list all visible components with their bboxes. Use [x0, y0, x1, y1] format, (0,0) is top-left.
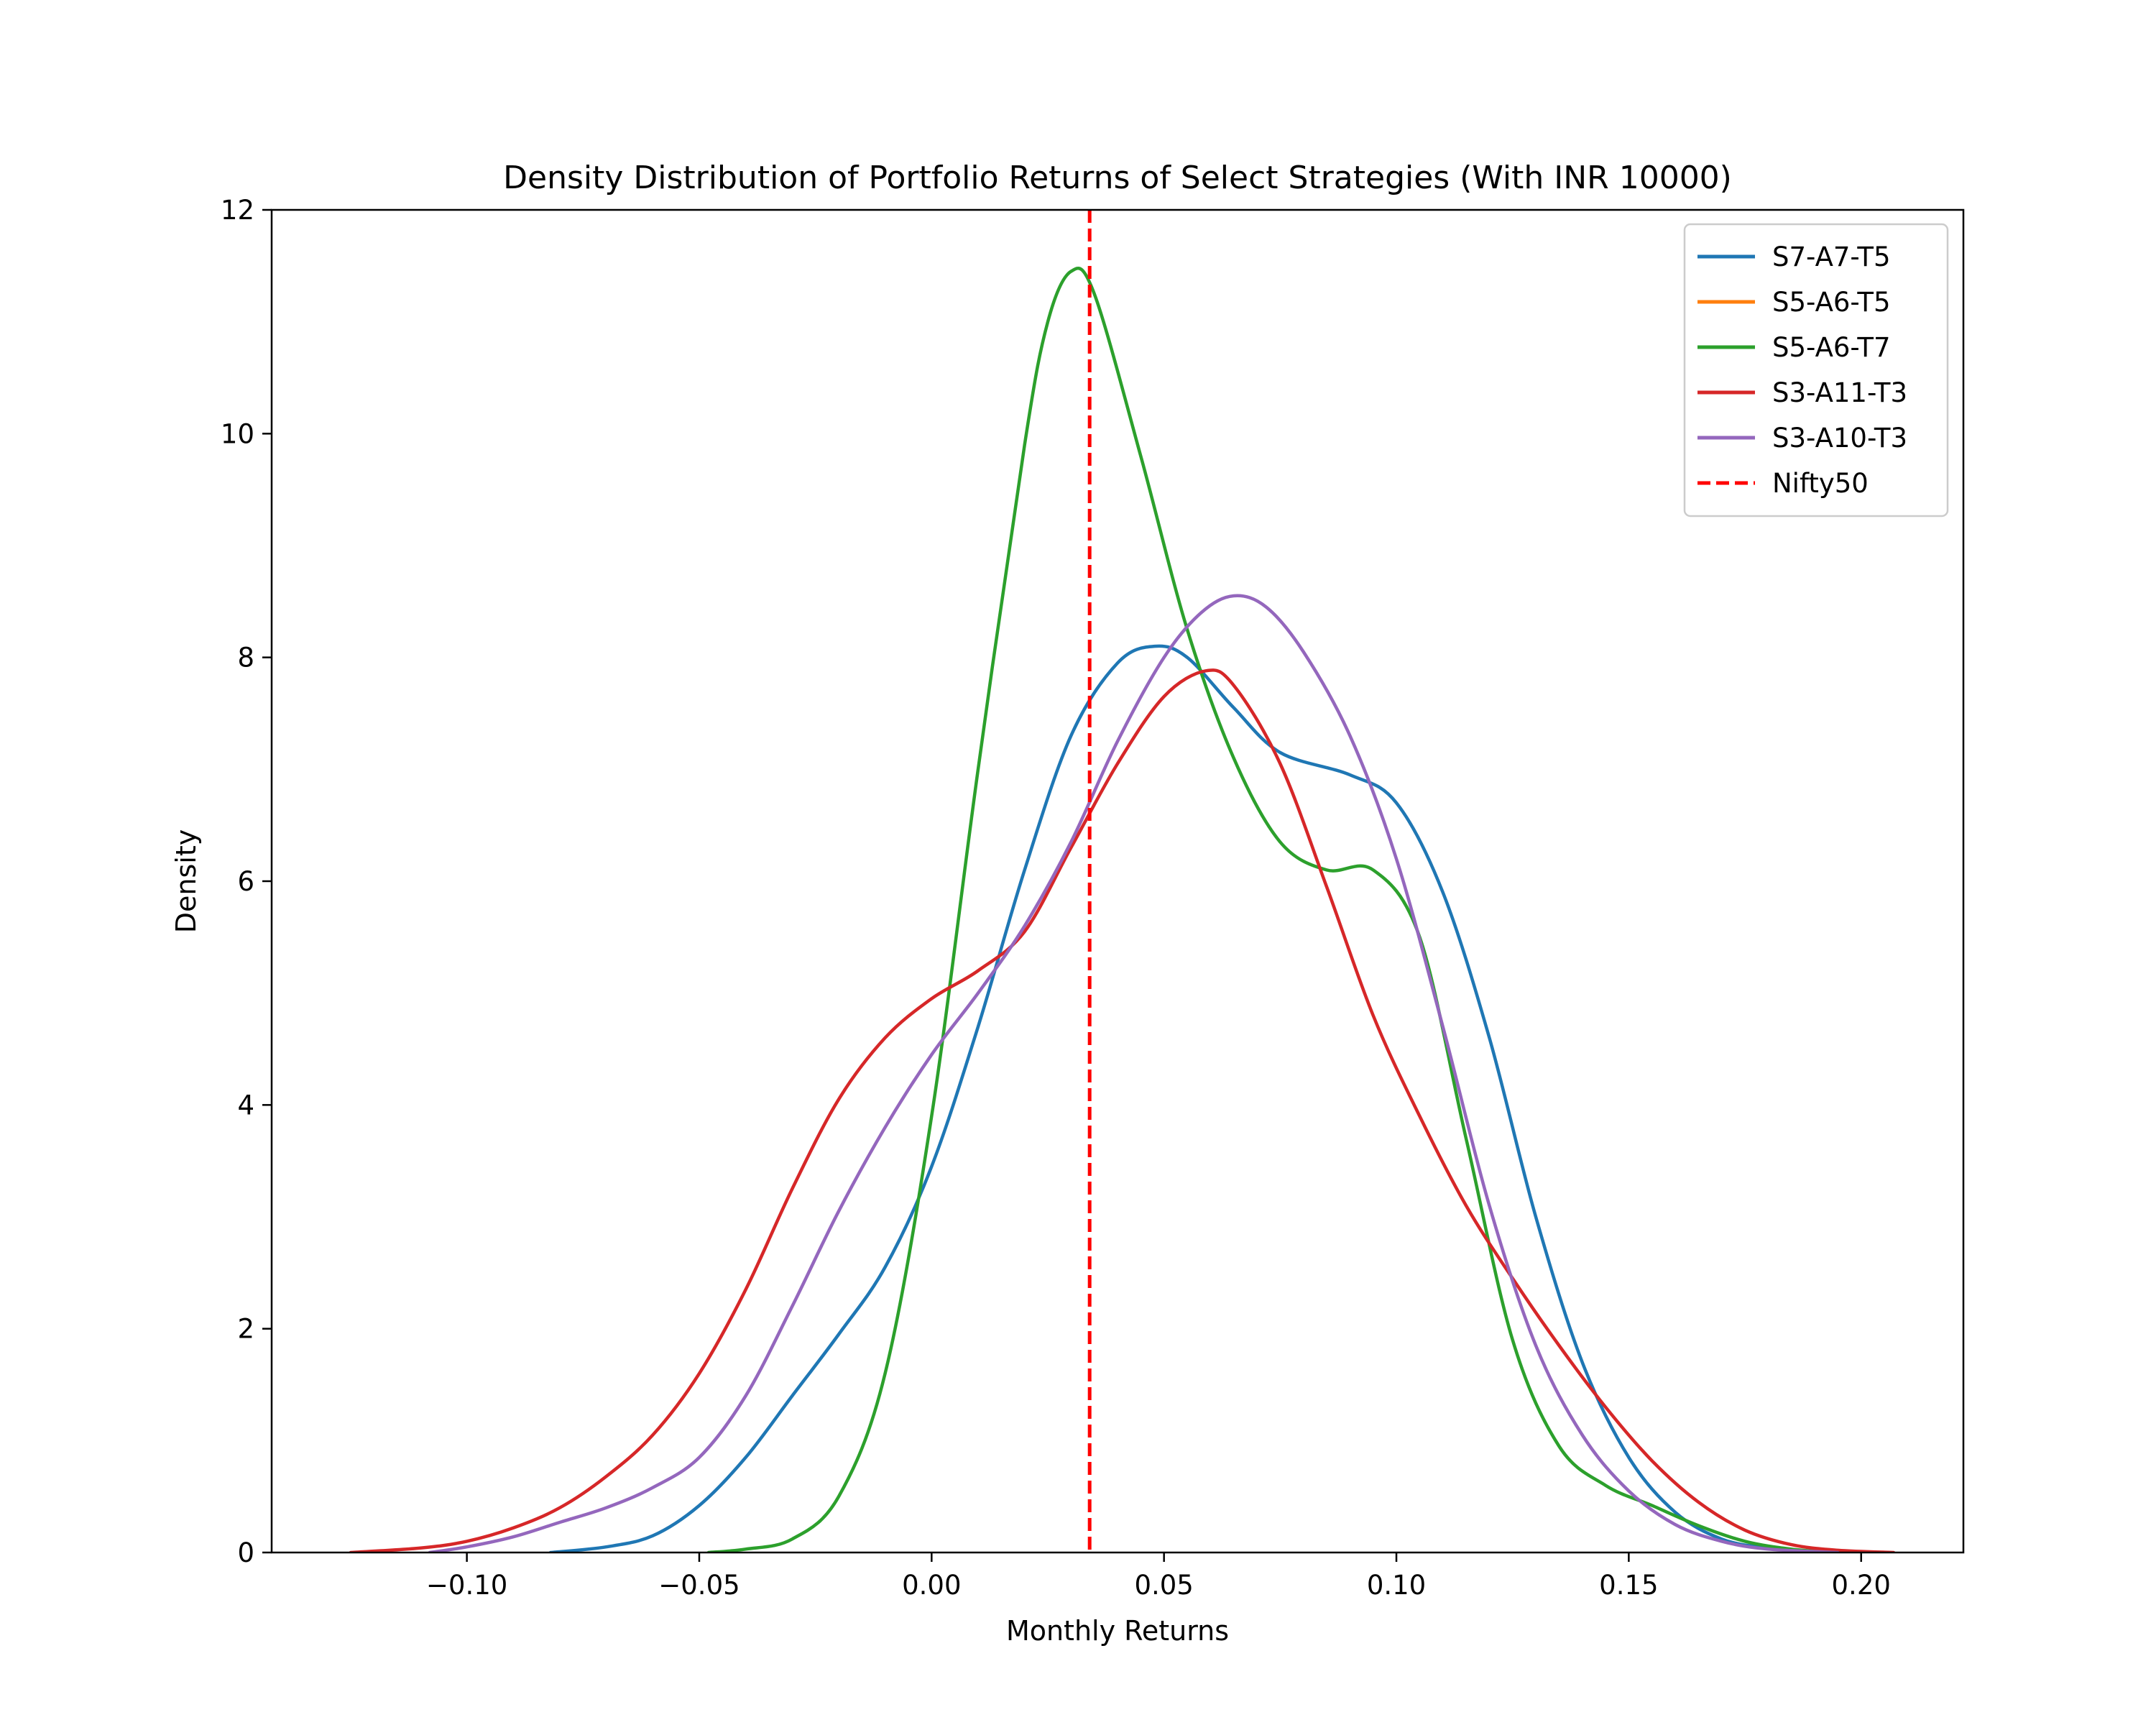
legend-label-s5-a6-t5: S5-A6-T5 — [1772, 287, 1891, 318]
y-tick-label: 12 — [221, 195, 254, 226]
legend-label-s5-a6-t7: S5-A6-T7 — [1772, 332, 1891, 363]
x-tick-label: −0.05 — [658, 1570, 740, 1601]
legend-label-s3-a10-t3: S3-A10-T3 — [1772, 423, 1907, 454]
legend-box — [1683, 223, 1949, 518]
legend-label-s7-a7-t5: S7-A7-T5 — [1772, 242, 1891, 272]
legend-label-s3-a11-t3: S3-A11-T3 — [1772, 377, 1907, 408]
x-tick-label: 0.20 — [1832, 1570, 1891, 1601]
y-tick-label: 4 — [237, 1090, 254, 1121]
x-tick-label: 0.10 — [1367, 1570, 1426, 1601]
x-tick-label: 0.00 — [902, 1570, 961, 1601]
chart-title: Density Distribution of Portfolio Return… — [503, 160, 1732, 196]
lines-layer — [349, 210, 1896, 1552]
y-tick-label: 6 — [237, 866, 254, 897]
y-tick-label: 0 — [237, 1537, 254, 1568]
y-tick-label: 10 — [221, 418, 254, 449]
series-line-s5-a6-t7 — [706, 267, 1840, 1552]
y-tick-label: 2 — [237, 1314, 254, 1345]
series-group — [349, 210, 1896, 1552]
legend-label-nifty50: Nifty50 — [1772, 468, 1869, 499]
y-axis-label: Density — [170, 829, 202, 933]
x-axis-label: Monthly Returns — [1006, 1615, 1229, 1647]
x-tick-label: 0.15 — [1599, 1570, 1658, 1601]
series-line-s3-a11-t3 — [349, 668, 1896, 1552]
legend: S7-A7-T5 S5-A6-T5 S5-A6-T7 S3-A11-T3 S3-A10-… — [1683, 223, 1949, 518]
x-tick-label: 0.05 — [1134, 1570, 1193, 1601]
x-tick-label: −0.10 — [426, 1570, 507, 1601]
series-line-s7-a7-t5 — [548, 644, 1854, 1552]
series-line-s3-a10-t3 — [428, 594, 1840, 1552]
ticks-layer: −0.10 −0.05 0.00 0.05 0.10 0.15 0.20 0 2 4 6 8 10 12 — [221, 195, 1891, 1601]
y-tick-label: 8 — [237, 643, 254, 673]
